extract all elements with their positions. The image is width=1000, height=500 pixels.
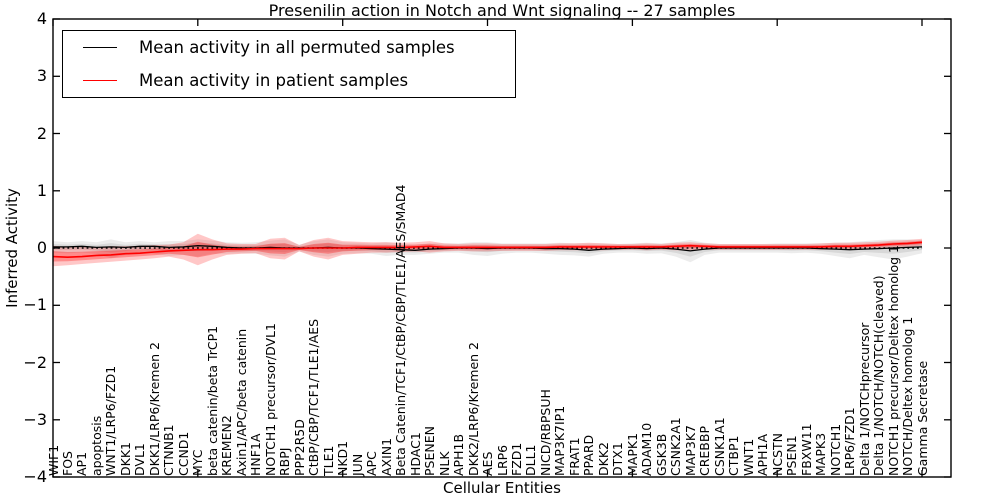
x-category-label: LRP6/FZD1	[842, 407, 858, 476]
x-category-label: GSK3B	[653, 433, 669, 476]
patient-mean-line	[52, 241, 923, 259]
y-tick-label: 4	[36, 9, 47, 28]
legend-label: Mean activity in patient samples	[139, 71, 409, 90]
x-category-label: MAP3K7	[682, 425, 698, 476]
x-category-label: CSNK2A1	[668, 417, 684, 476]
x-category-label: JUN	[349, 453, 365, 476]
x-category-label: FZD1	[508, 442, 524, 476]
y-tick-label: −1	[23, 295, 47, 315]
x-category-label: Gamma Secretase	[914, 360, 930, 476]
x-category-label: DVL1	[132, 443, 148, 476]
x-category-label: NOTCH1 precursor/DVL1	[262, 323, 278, 476]
x-category-label: CSNK1A1	[711, 417, 727, 476]
x-category-label: PSENEN	[422, 426, 438, 476]
x-category-label: PSEN1	[784, 435, 800, 476]
x-category-label: APH1B	[451, 433, 467, 476]
y-tick-label: −2	[23, 352, 47, 372]
x-category-label: DKK2	[595, 442, 611, 476]
y-tick-label: 3	[36, 66, 47, 86]
x-category-label: NOTCH/Deltex homolog 1	[900, 316, 916, 476]
x-category-label: NLK	[436, 451, 452, 476]
x-category-label: NOTCH1 precursor/Deltex homolog 1	[885, 245, 901, 476]
x-category-label: WNT1/LRP6/FZD1	[103, 365, 119, 476]
x-category-label: KREMEN2	[219, 415, 235, 476]
x-category-label: AES	[480, 451, 496, 476]
x-category-label: FBXW11	[798, 423, 814, 476]
legend-item-permuted: Mean activity in all permuted samples	[63, 31, 515, 64]
x-category-label: WNT1	[740, 438, 756, 476]
x-category-label: FRAT1	[566, 437, 582, 476]
y-tick-label: −4	[23, 467, 47, 486]
x-category-label: NCSTN	[769, 433, 785, 476]
x-category-label: MYC	[190, 449, 206, 476]
patient-band	[53, 233, 922, 267]
x-category-label: CREBBP	[697, 426, 713, 476]
permuted-line-swatch	[83, 47, 117, 48]
x-category-label: APH1A	[755, 434, 771, 476]
x-category-label: Delta 1/NOTCHprecursor	[856, 322, 872, 476]
x-category-label: CTBP1	[726, 435, 742, 476]
permuted-band	[53, 239, 922, 263]
x-category-label: MAPK3	[813, 432, 829, 476]
x-category-label: PPARD	[581, 434, 597, 476]
x-category-label: FOS	[59, 451, 75, 476]
x-category-label: ADAM10	[639, 422, 655, 476]
x-category-label: NKD1	[335, 440, 351, 476]
x-category-label: MAP3K7IP1	[552, 405, 568, 476]
x-category-label: MAPK1	[624, 432, 640, 476]
legend-box: Mean activity in all permuted samples Me…	[62, 30, 516, 98]
y-tick-label: −3	[23, 409, 47, 429]
x-category-label: CCND1	[175, 431, 191, 476]
x-category-label: DKK1/LRP6/Kremen 2	[146, 341, 162, 476]
x-category-label: LRP6	[494, 444, 510, 476]
permuted-mean-line	[53, 245, 923, 252]
x-category-label: DKK2/LRP6/Kremen 2	[465, 341, 481, 476]
y-tick-label: 0	[36, 238, 47, 257]
x-category-label: PPP2R5D	[291, 419, 307, 476]
x-category-label: CTNNB1	[161, 424, 177, 476]
legend-label: Mean activity in all permuted samples	[139, 38, 455, 57]
x-category-label: Delta 1/NOTCH/NOTCH(cleaved)	[871, 275, 887, 476]
x-category-label: AXIN1	[378, 437, 394, 476]
x-category-label: DTX1	[610, 442, 626, 476]
x-category-label: WIF1	[45, 444, 61, 476]
x-category-label: HNF1A	[248, 433, 264, 476]
x-category-label: CtBP/CBP/TCF1/TLE1/AES	[306, 318, 322, 476]
x-category-label: Axin1/APC/beta catenin	[233, 328, 249, 476]
x-category-label: RBPJ	[277, 447, 293, 477]
x-axis-label: Cellular Entities	[443, 479, 561, 497]
x-category-label: TLE1	[320, 445, 336, 476]
x-category-label: beta catenin/beta TrCP1	[204, 325, 220, 476]
x-category-label: AP1	[74, 451, 90, 476]
y-tick-label: 1	[36, 180, 47, 200]
patient-line-swatch	[83, 80, 117, 81]
x-category-label: HDAC1	[407, 432, 423, 476]
x-category-label: NICD/RBPSUH	[537, 389, 553, 476]
x-category-label: DKK1	[117, 442, 133, 476]
x-category-label: Beta Catenin/TCF1/CtBP/CBP/TLE1/AES/SMAD…	[393, 184, 409, 476]
legend-item-patient: Mean activity in patient samples	[63, 64, 515, 97]
chart-title: Presenilin action in Notch and Wnt signa…	[268, 1, 736, 20]
x-category-label: apoptosis	[88, 415, 104, 476]
x-category-label: APC	[364, 451, 380, 476]
y-tick-label: 2	[36, 123, 47, 143]
x-category-label: DLL1	[523, 444, 539, 476]
x-category-label: NOTCH1	[827, 423, 843, 476]
